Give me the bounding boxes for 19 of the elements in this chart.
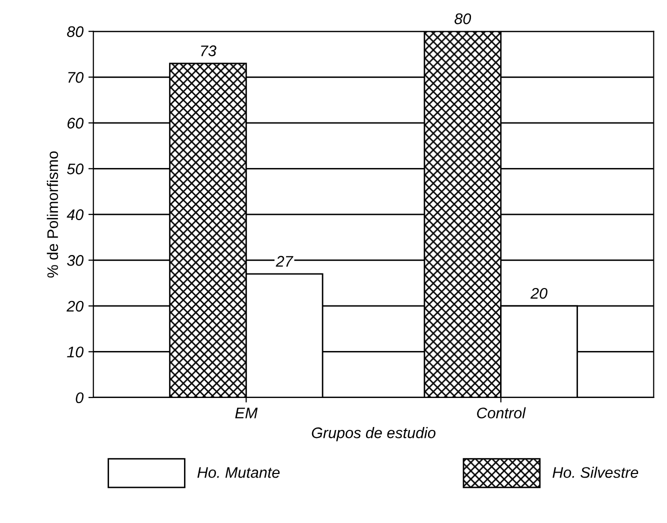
y-axis-title: % de Polimorfismo	[46, 151, 58, 278]
x-tick-label: EM	[235, 408, 258, 418]
y-tick-label: 10	[67, 346, 84, 358]
legend-label: Ho. Silvestre	[552, 466, 638, 478]
y-tick-label: 0	[76, 392, 84, 404]
x-axis-title: Grupos de estudio	[312, 427, 436, 442]
y-tick-label: 60	[68, 118, 84, 129]
y-tick-label: 30	[67, 255, 84, 266]
y-tick-label: 20	[66, 300, 84, 312]
y-tick-label: 80	[67, 26, 84, 38]
data-label: 20	[530, 288, 548, 299]
data-label: 27	[276, 256, 294, 267]
data-label: 80	[454, 13, 472, 24]
y-tick-label: 40	[66, 209, 84, 220]
data-label: 73	[201, 45, 216, 56]
y-tick-label: 70	[68, 72, 84, 83]
legend-label: Ho. Mutante	[197, 467, 280, 478]
y-tick-label: 50	[67, 164, 84, 174]
x-tick-label: Control	[477, 407, 526, 418]
